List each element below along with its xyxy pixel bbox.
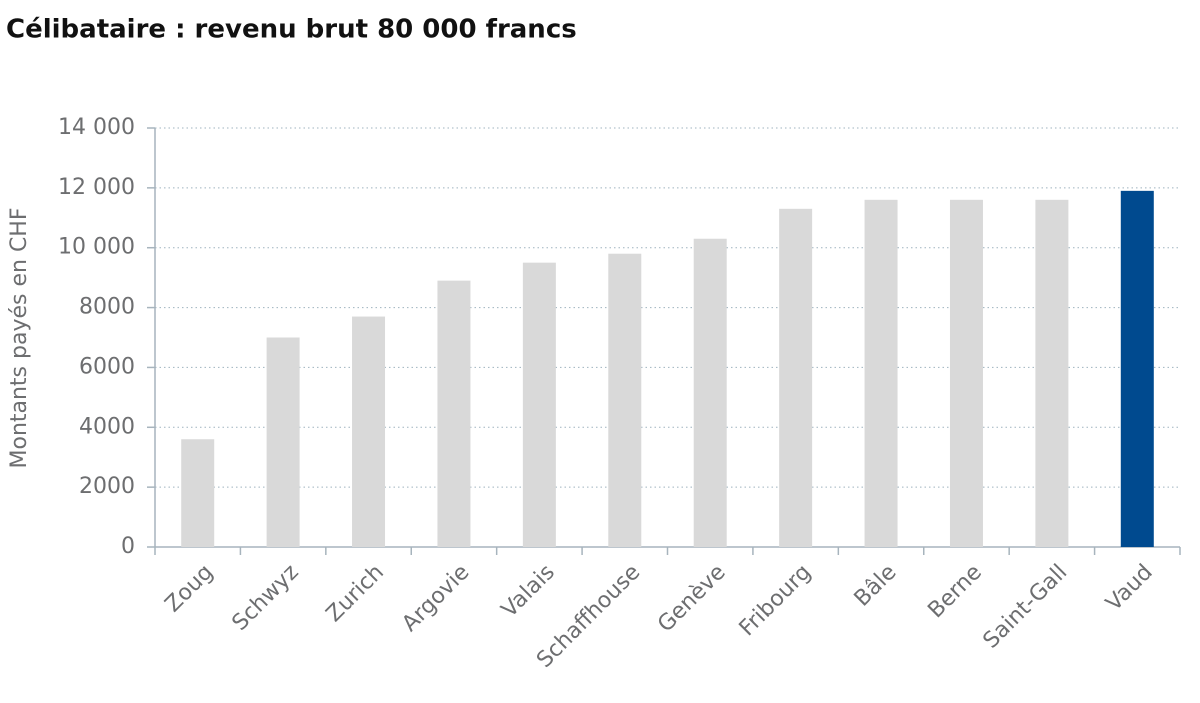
bar [1120,190,1154,547]
y-tick-label: 10 000 [58,235,135,260]
y-tick-label: 6000 [79,354,135,379]
y-tick-label: 2000 [79,474,135,499]
x-tick-label: Genève [653,560,731,638]
x-tick-label: Schwyz [228,560,304,636]
bar [1035,199,1069,548]
bar [864,199,898,548]
y-axis-label: Montants payés en CHF [7,207,32,468]
x-tick-label: Zurich [322,560,389,627]
bar [608,253,642,547]
bar [181,439,215,547]
bar [693,238,727,547]
x-tick-label: Saint-Gall [979,560,1073,654]
x-tick-label: Valais [497,560,560,623]
bar [352,316,386,547]
bar [522,262,556,547]
x-tick-label: Fribourg [735,560,816,641]
bar [266,337,300,547]
bar [437,280,471,547]
x-tick-label: Vaud [1101,560,1157,616]
y-tick-label: 12 000 [58,175,135,200]
chart-title: Célibataire : revenu brut 80 000 francs [6,15,577,45]
bar [949,199,983,548]
x-tick-label: Berne [923,560,986,623]
y-tick-label: 4000 [79,414,135,439]
x-tick-label: Argovie [398,560,475,637]
y-tick-label: 14 000 [58,115,135,140]
bar [779,208,813,548]
x-tick-label: Bâle [850,560,902,612]
x-tick-label: Zoug [161,560,219,618]
y-tick-label: 8000 [79,295,135,320]
y-tick-label: 0 [121,534,135,559]
